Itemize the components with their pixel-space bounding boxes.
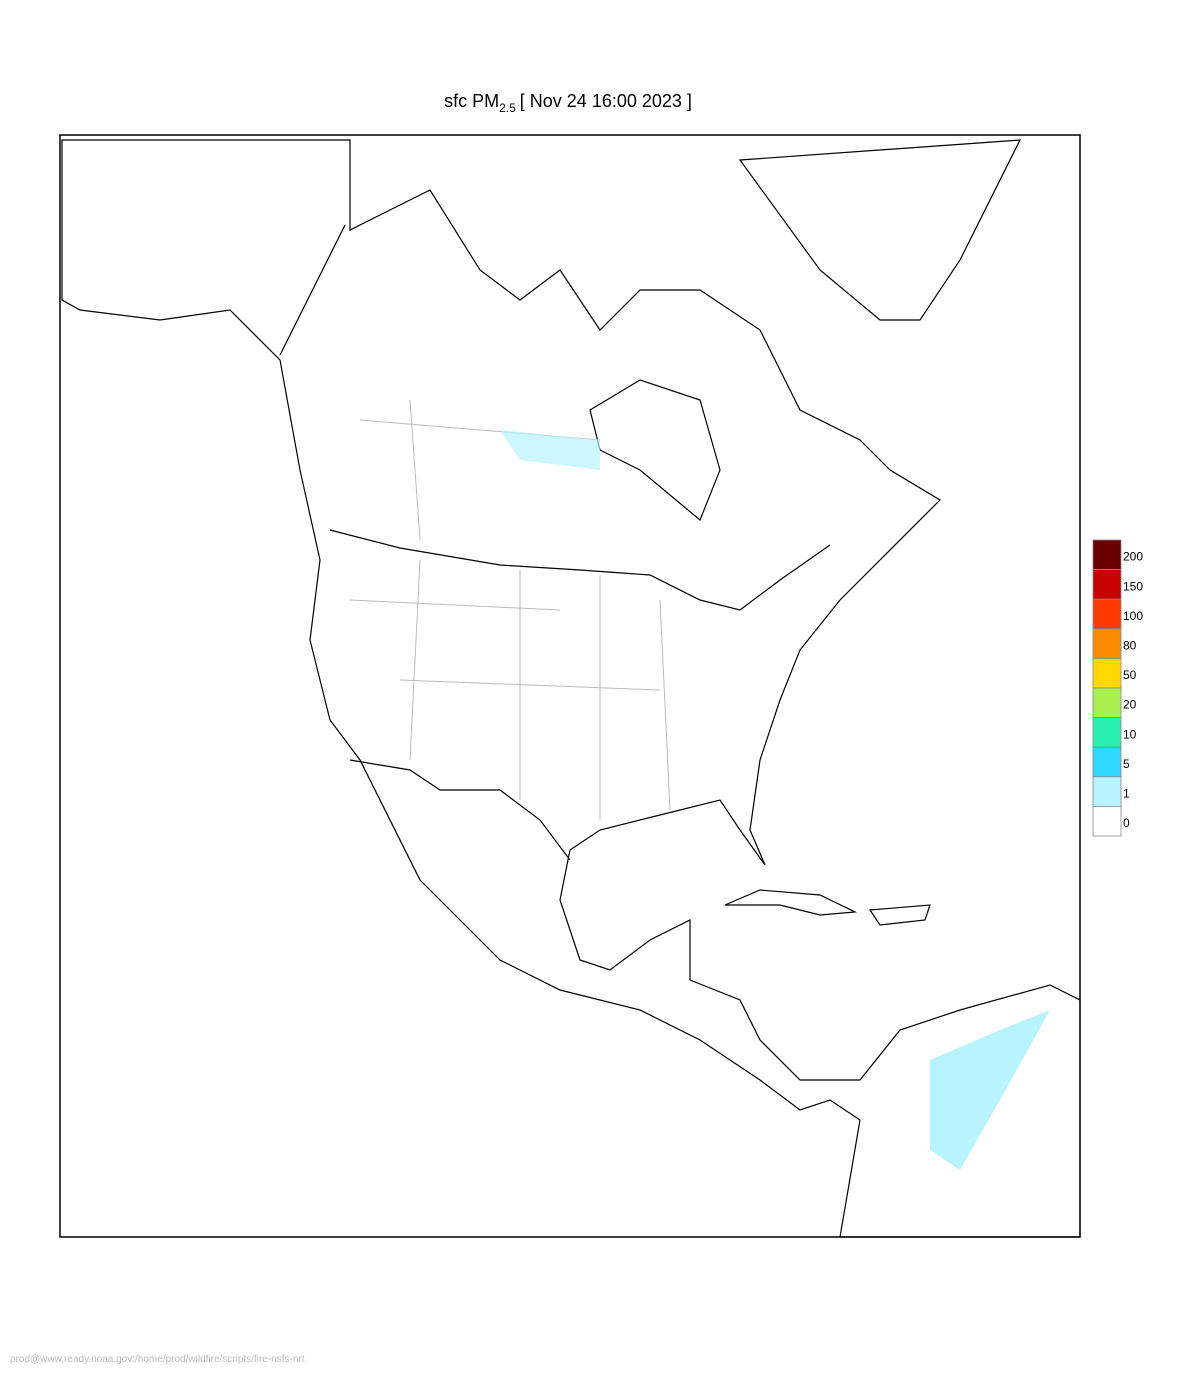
greenland [738, 139, 1022, 321]
legend-swatch [1092, 628, 1122, 659]
legend-swatch [1092, 717, 1122, 748]
legend-swatch [1092, 569, 1122, 600]
hudson-bay [589, 379, 721, 521]
title-date: [ Nov 24 16:00 2023 ] [520, 91, 692, 111]
legend-swatch [1092, 806, 1122, 837]
legend-label: 100 [1123, 609, 1143, 623]
title-subscript: 2.5 [499, 101, 516, 115]
map-frame [59, 134, 1081, 1238]
us-mexico-border [349, 759, 571, 861]
legend-label: 50 [1123, 668, 1137, 682]
legend-label: 0 [1123, 816, 1130, 830]
legend-label: 20 [1123, 698, 1137, 712]
legend-swatch [1092, 687, 1122, 719]
legend-swatch [1092, 776, 1122, 807]
us-canada-border [329, 529, 831, 611]
north-america [61, 139, 1081, 1238]
smoke-plume [930, 1010, 1050, 1170]
legend-label: 150 [1123, 579, 1143, 593]
footer-path: prod@www.ready.noaa.gov:/home/prod/wildf… [10, 1354, 305, 1365]
legend-label: 1 [1123, 787, 1130, 801]
legend-swatch [1092, 746, 1122, 778]
hispaniola [868, 904, 931, 926]
state-borders [349, 399, 671, 820]
title: sfc PM2.5 [ Nov 24 16:00 2023 ] [444, 91, 692, 115]
smoke-plume [500, 430, 600, 470]
legend-label: 200 [1123, 550, 1143, 564]
alaska-border [279, 224, 346, 356]
map [61, 139, 1081, 1238]
legend-swatch [1092, 598, 1122, 630]
legend-label: 10 [1123, 727, 1137, 741]
legend-label: 80 [1123, 639, 1137, 653]
legend-label: 5 [1123, 757, 1130, 771]
cuba [724, 889, 858, 916]
title-main: sfc PM [444, 91, 499, 111]
legend-swatch [1092, 539, 1122, 571]
legend-swatch [1092, 658, 1122, 689]
